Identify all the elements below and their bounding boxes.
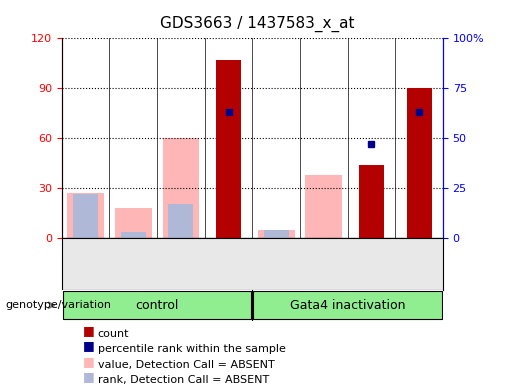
Text: GDS3663 / 1437583_x_at: GDS3663 / 1437583_x_at — [160, 15, 355, 31]
Bar — [216, 60, 241, 238]
Text: ■: ■ — [82, 324, 94, 337]
Bar — [264, 230, 289, 238]
Text: genotype/variation: genotype/variation — [5, 300, 111, 310]
Bar — [73, 194, 98, 238]
Bar — [115, 208, 151, 238]
Text: rank, Detection Call = ABSENT: rank, Detection Call = ABSENT — [98, 375, 269, 384]
Bar — [121, 232, 146, 238]
Bar — [305, 175, 342, 238]
Text: count: count — [98, 329, 129, 339]
Text: ■: ■ — [82, 355, 94, 368]
Bar — [359, 165, 384, 238]
Bar — [163, 138, 199, 238]
FancyBboxPatch shape — [253, 291, 442, 319]
Text: Gata4 inactivation: Gata4 inactivation — [290, 299, 405, 312]
Text: control: control — [135, 299, 179, 312]
Text: ■: ■ — [82, 339, 94, 353]
Bar — [258, 230, 295, 238]
Bar — [168, 204, 194, 238]
Text: percentile rank within the sample: percentile rank within the sample — [98, 344, 286, 354]
Text: ■: ■ — [82, 370, 94, 383]
FancyBboxPatch shape — [63, 291, 251, 319]
Text: value, Detection Call = ABSENT: value, Detection Call = ABSENT — [98, 360, 274, 370]
Bar — [406, 88, 432, 238]
Bar — [67, 193, 104, 238]
